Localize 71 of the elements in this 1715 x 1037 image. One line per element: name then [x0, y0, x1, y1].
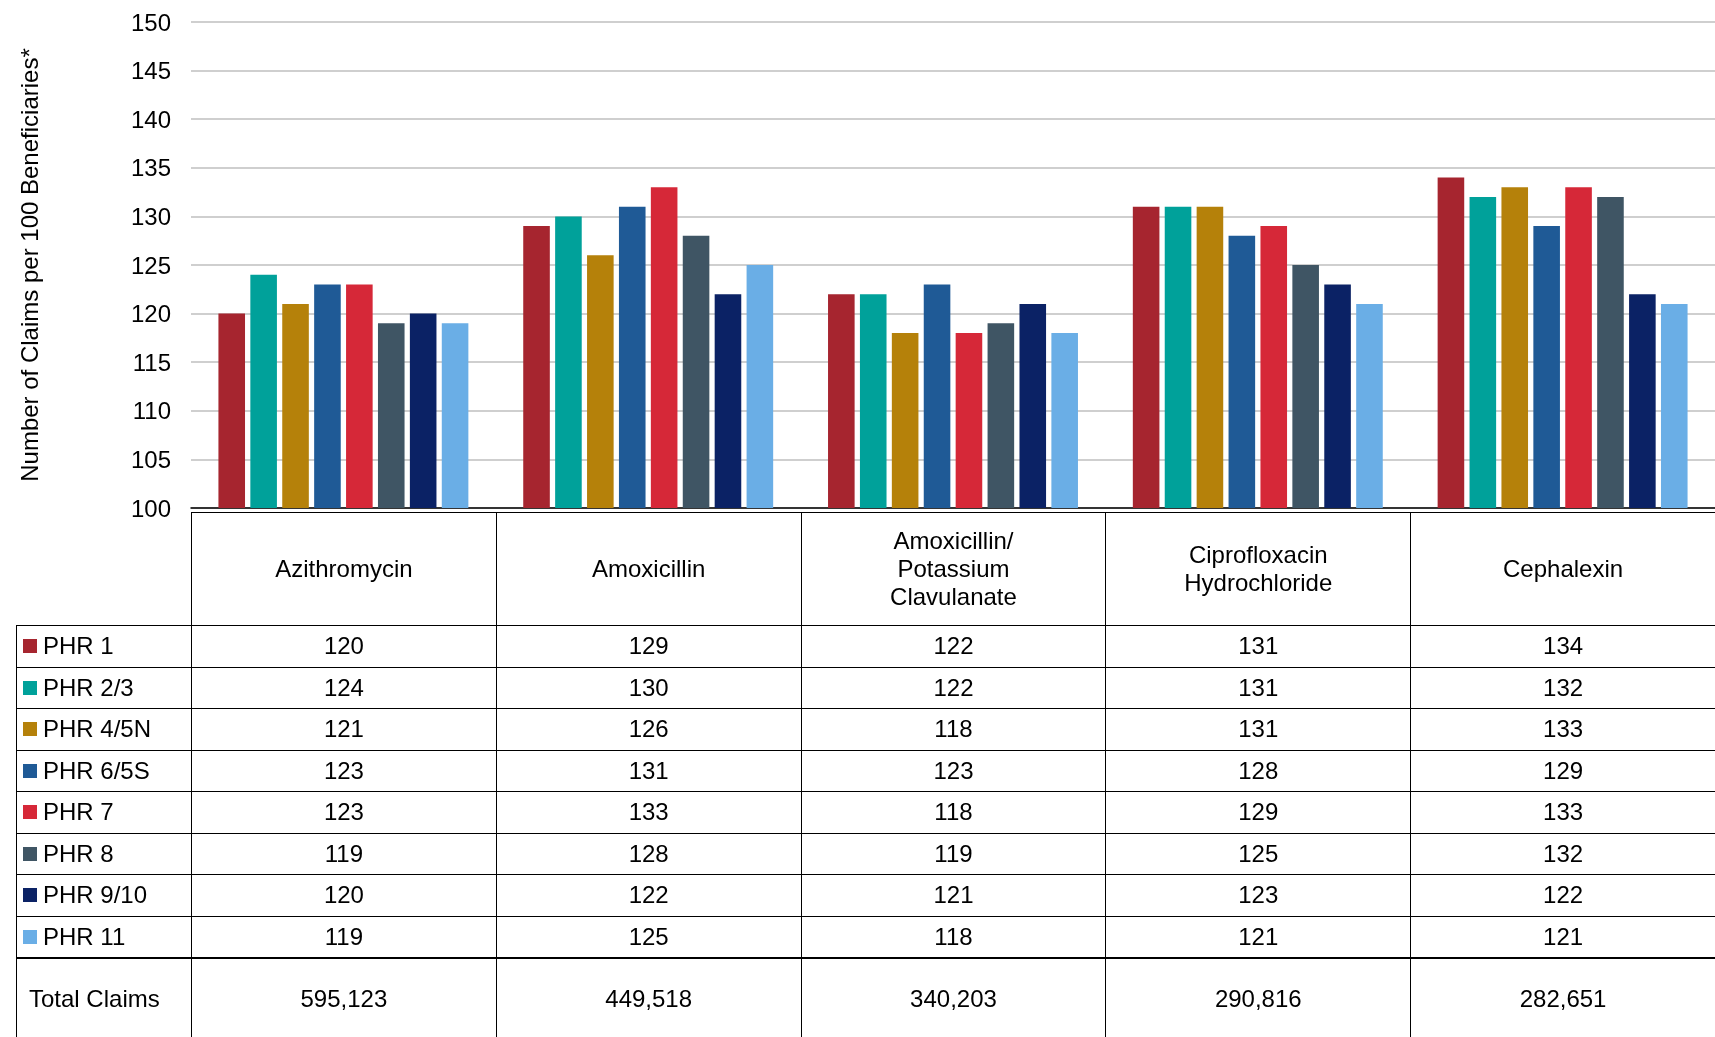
data-label: 119 — [191, 832, 497, 875]
x-tick-label: Azithromycin — [191, 512, 497, 626]
legend-label: PHR 1 — [43, 632, 114, 661]
x-tick-label: Cephalexin — [1410, 512, 1715, 626]
text: Total Claims — [16, 957, 192, 1037]
text: 340,203 — [800, 957, 1107, 1037]
data-label: 133 — [1410, 791, 1715, 834]
data-label: 126 — [495, 708, 802, 751]
y-tick-label: 145 — [130, 57, 171, 85]
x-tick-label: Amoxicillin — [495, 512, 802, 626]
data-label: 128 — [1105, 749, 1412, 792]
data-label: 121 — [800, 874, 1107, 917]
data-label: 118 — [800, 915, 1107, 958]
y-tick-label: 150 — [130, 8, 171, 36]
data-label: 122 — [800, 666, 1107, 709]
legend-label: PHR 8 — [43, 839, 114, 868]
data-label: 131 — [1105, 708, 1412, 751]
y-tick-label: 115 — [132, 348, 171, 376]
data-label: 130 — [495, 666, 802, 709]
data-label: 125 — [495, 915, 802, 958]
data-label: 122 — [495, 874, 802, 917]
legend-label: PHR 2/3 — [43, 673, 134, 702]
text: 449,518 — [495, 957, 802, 1037]
data-label: 133 — [495, 791, 802, 834]
data-label: 120 — [191, 625, 497, 668]
text: 290,816 — [1105, 957, 1412, 1037]
y-axis-title: Number of Claims per 100 Beneficiaries* — [15, 48, 43, 482]
y-tick-label: 135 — [130, 154, 171, 182]
data-label: 123 — [191, 749, 497, 792]
data-label: 128 — [495, 832, 802, 875]
legend-label: PHR 6/5S — [43, 756, 150, 785]
data-label: 132 — [1410, 832, 1715, 875]
y-tick-label: 110 — [132, 397, 171, 425]
legend-label: PHR 9/10 — [43, 881, 148, 910]
data-label: 122 — [1410, 874, 1715, 917]
y-tick-label: 120 — [130, 300, 171, 328]
data-label: 118 — [800, 791, 1107, 834]
legend-label: PHR 11 — [43, 922, 126, 951]
data-label: 119 — [191, 915, 497, 958]
data-label: 123 — [1105, 874, 1412, 917]
data-label: 134 — [1410, 625, 1715, 668]
data-label: 119 — [800, 832, 1107, 875]
y-tick-label: 125 — [130, 251, 171, 279]
data-label: 121 — [1105, 915, 1412, 958]
data-label: 131 — [495, 749, 802, 792]
data-label: 118 — [800, 708, 1107, 751]
legend-label: PHR 4/5N — [43, 715, 152, 744]
legend-label: PHR 7 — [43, 798, 114, 827]
data-label: 132 — [1410, 666, 1715, 709]
data-label: 129 — [495, 625, 802, 668]
text: 595,123 — [191, 957, 497, 1037]
data-label: 123 — [191, 791, 497, 834]
data-label: 125 — [1105, 832, 1412, 875]
data-label: 131 — [1105, 625, 1412, 668]
data-label: 121 — [191, 708, 497, 751]
x-tick-label: Amoxicillin/ Potassium Clavulanate — [800, 512, 1107, 626]
text: 282,651 — [1410, 957, 1715, 1037]
y-tick-label: 100 — [130, 494, 171, 522]
data-label: 121 — [1410, 915, 1715, 958]
data-label: 120 — [191, 874, 497, 917]
x-tick-label: Ciprofloxacin Hydrochloride — [1105, 512, 1412, 626]
data-label: 133 — [1410, 708, 1715, 751]
data-label: 131 — [1105, 666, 1412, 709]
y-tick-label: 105 — [130, 445, 171, 473]
data-label: 124 — [191, 666, 497, 709]
data-label: 129 — [1410, 749, 1715, 792]
y-tick-label: 140 — [130, 105, 171, 133]
data-label: 122 — [800, 625, 1107, 668]
y-tick-label: 130 — [130, 202, 171, 230]
data-label: 123 — [800, 749, 1107, 792]
data-label: 129 — [1105, 791, 1412, 834]
